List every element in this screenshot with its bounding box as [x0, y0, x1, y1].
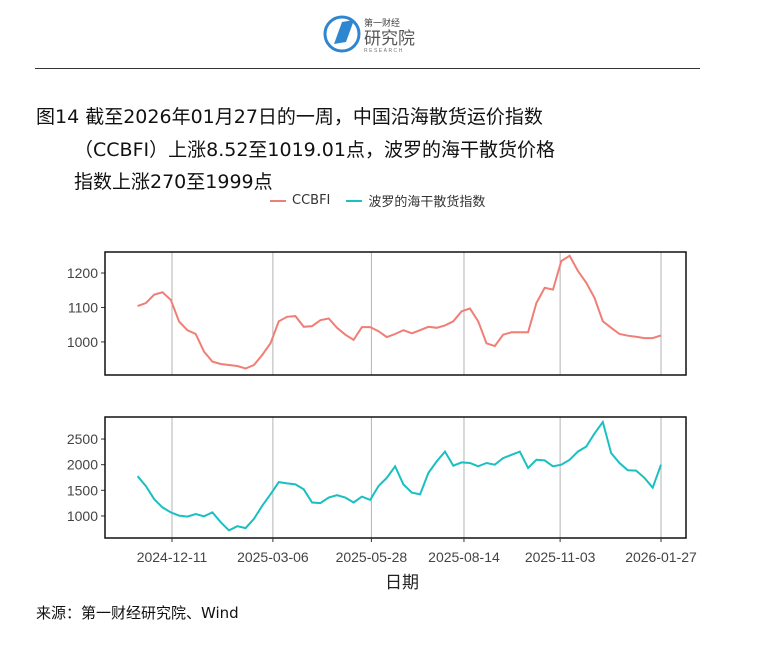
series-line-ccbfi [137, 254, 662, 370]
y-tick-label: 2500 [67, 431, 98, 447]
logo-text-top: 第一财经 [364, 17, 400, 28]
legend-label-bdi: 波罗的海干散货指数 [368, 195, 486, 210]
divider [35, 68, 700, 69]
x-tick-label: 2025-05-28 [336, 549, 408, 565]
legend: CCBFI 波罗的海干散货指数 [270, 191, 485, 210]
y-tick-label: 1200 [67, 265, 98, 281]
figure-title-line-3: 指数上涨270至1999点 [74, 171, 273, 193]
y-tick-label: 1000 [67, 508, 98, 524]
x-axis-title: 日期 [385, 573, 419, 592]
logo-mark-icon [334, 20, 354, 44]
y-tick-label: 1000 [67, 334, 98, 350]
chart: 1000 1100 1200 1000 1500 2000 2500 2024-12-11 20… [67, 251, 697, 592]
logo-text-main: 研究院 [364, 29, 415, 48]
figure-title-line-2: （CCBFI）上涨8.52至1019.01点，波罗的海干散货价格 [74, 139, 555, 161]
logo-ring-icon [323, 15, 361, 53]
panel-border [104, 416, 687, 539]
y-tick-label: 1100 [68, 299, 98, 315]
x-tick-label: 2025-11-03 [525, 549, 596, 565]
x-tick-label: 2025-08-14 [428, 549, 500, 565]
legend-key-bdi [346, 199, 363, 202]
x-tick-label: 2026-01-27 [625, 549, 697, 565]
x-tick-label: 2025-03-06 [237, 549, 309, 565]
figure-title-line-1: 图14 截至2026年01月27日的一周，中国沿海散货运价指数 [36, 106, 543, 128]
panel-background [105, 417, 686, 538]
x-tick-label: 2024-12-11 [137, 549, 208, 565]
source-note: 来源：第一财经研究院、Wind [36, 604, 239, 622]
series-line-bdi [136, 419, 662, 532]
panel-border [104, 251, 687, 376]
legend-key-ccbfi [270, 199, 286, 202]
panel-background [105, 252, 686, 375]
logo-text-sub: RESEARCH [364, 48, 404, 54]
logo: 第一财经 研究院 RESEARCH [322, 12, 422, 60]
legend-label-ccbfi: CCBFI [292, 193, 331, 208]
y-tick-label: 2000 [67, 457, 98, 473]
y-tick-label: 1500 [67, 482, 98, 498]
